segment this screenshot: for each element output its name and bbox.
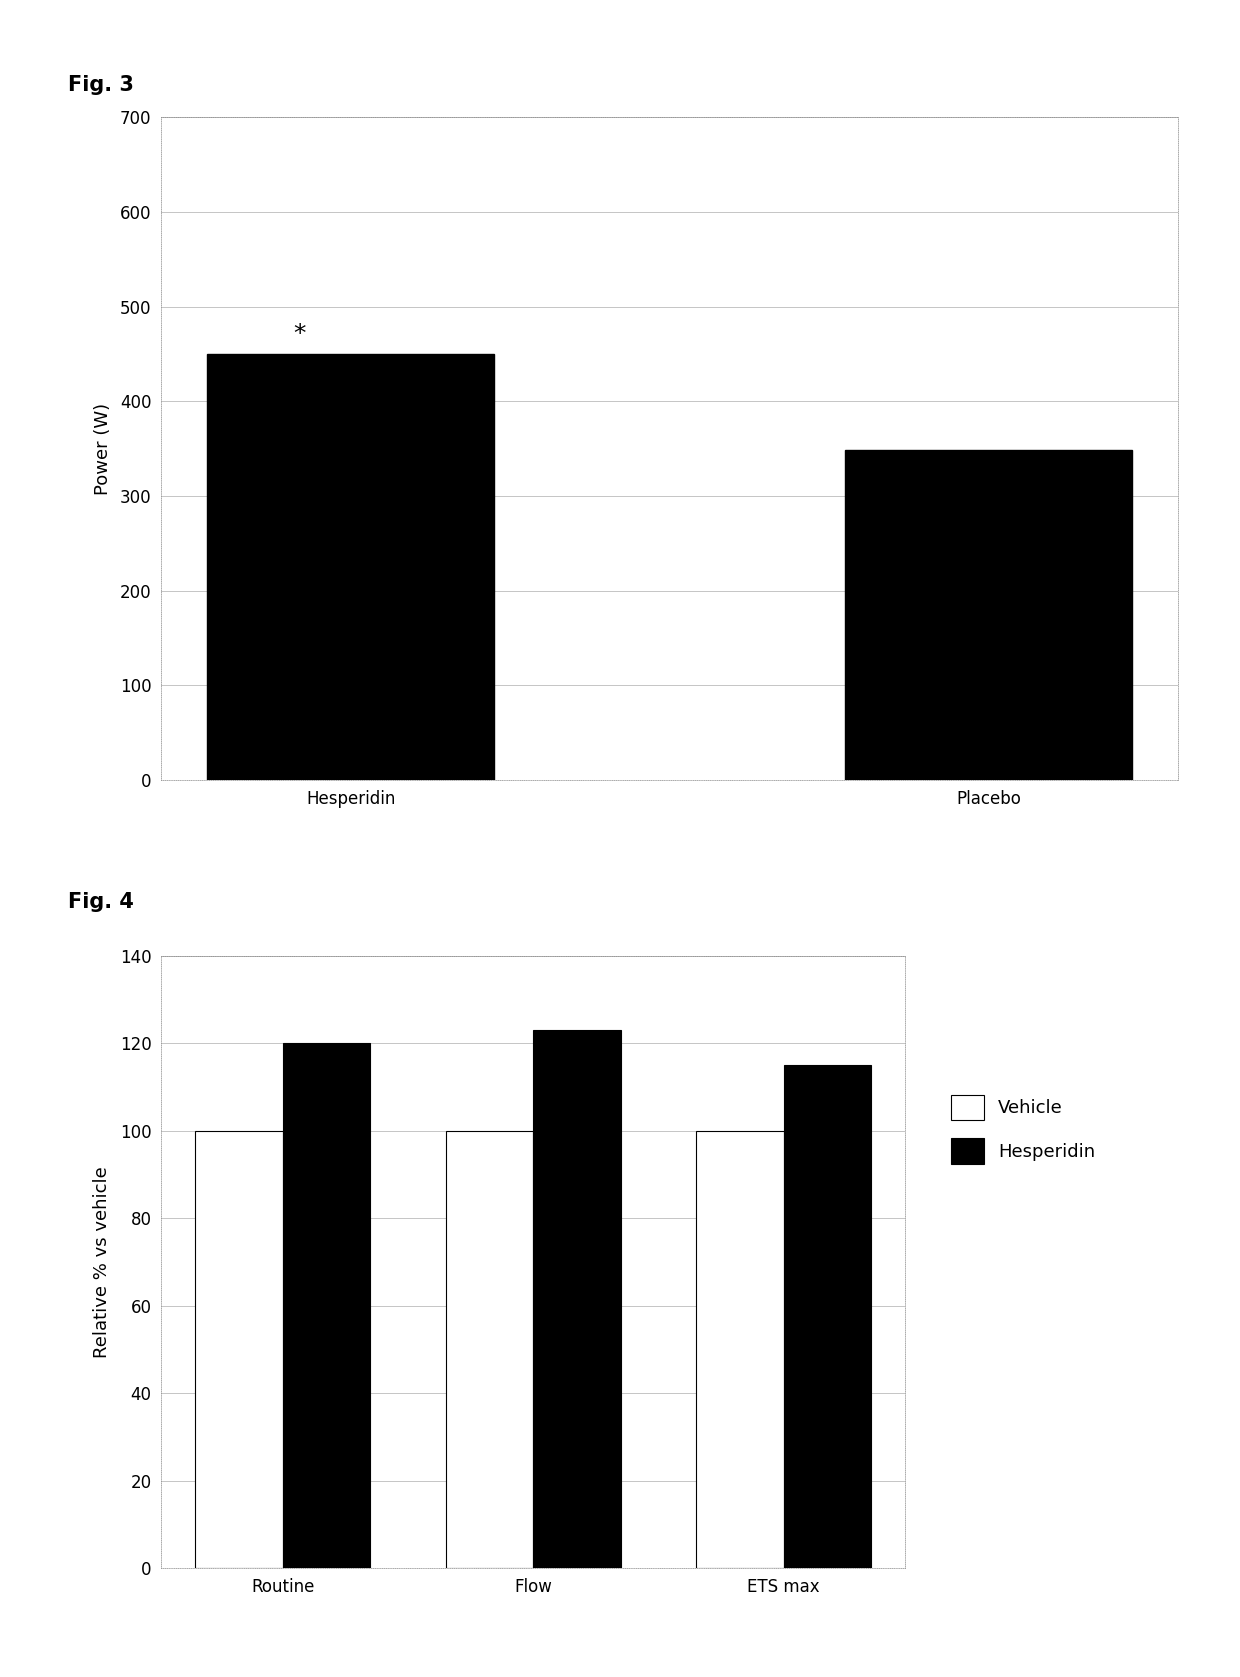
Bar (195, 1130, 283, 1568)
Bar (207, 354, 495, 780)
Legend: Vehicle, Hesperidin: Vehicle, Hesperidin (944, 1087, 1102, 1171)
Bar (784, 1065, 872, 1568)
Bar (533, 1030, 621, 1568)
Text: Fig. 3: Fig. 3 (68, 75, 134, 96)
Text: Fig. 4: Fig. 4 (68, 892, 134, 912)
Bar (696, 1130, 784, 1568)
Bar (445, 1130, 533, 1568)
Y-axis label: Relative % vs vehicle: Relative % vs vehicle (93, 1166, 112, 1358)
Bar (844, 451, 1132, 780)
Bar (283, 1043, 371, 1568)
Text: *: * (294, 322, 306, 347)
Y-axis label: Power (W): Power (W) (93, 402, 112, 495)
